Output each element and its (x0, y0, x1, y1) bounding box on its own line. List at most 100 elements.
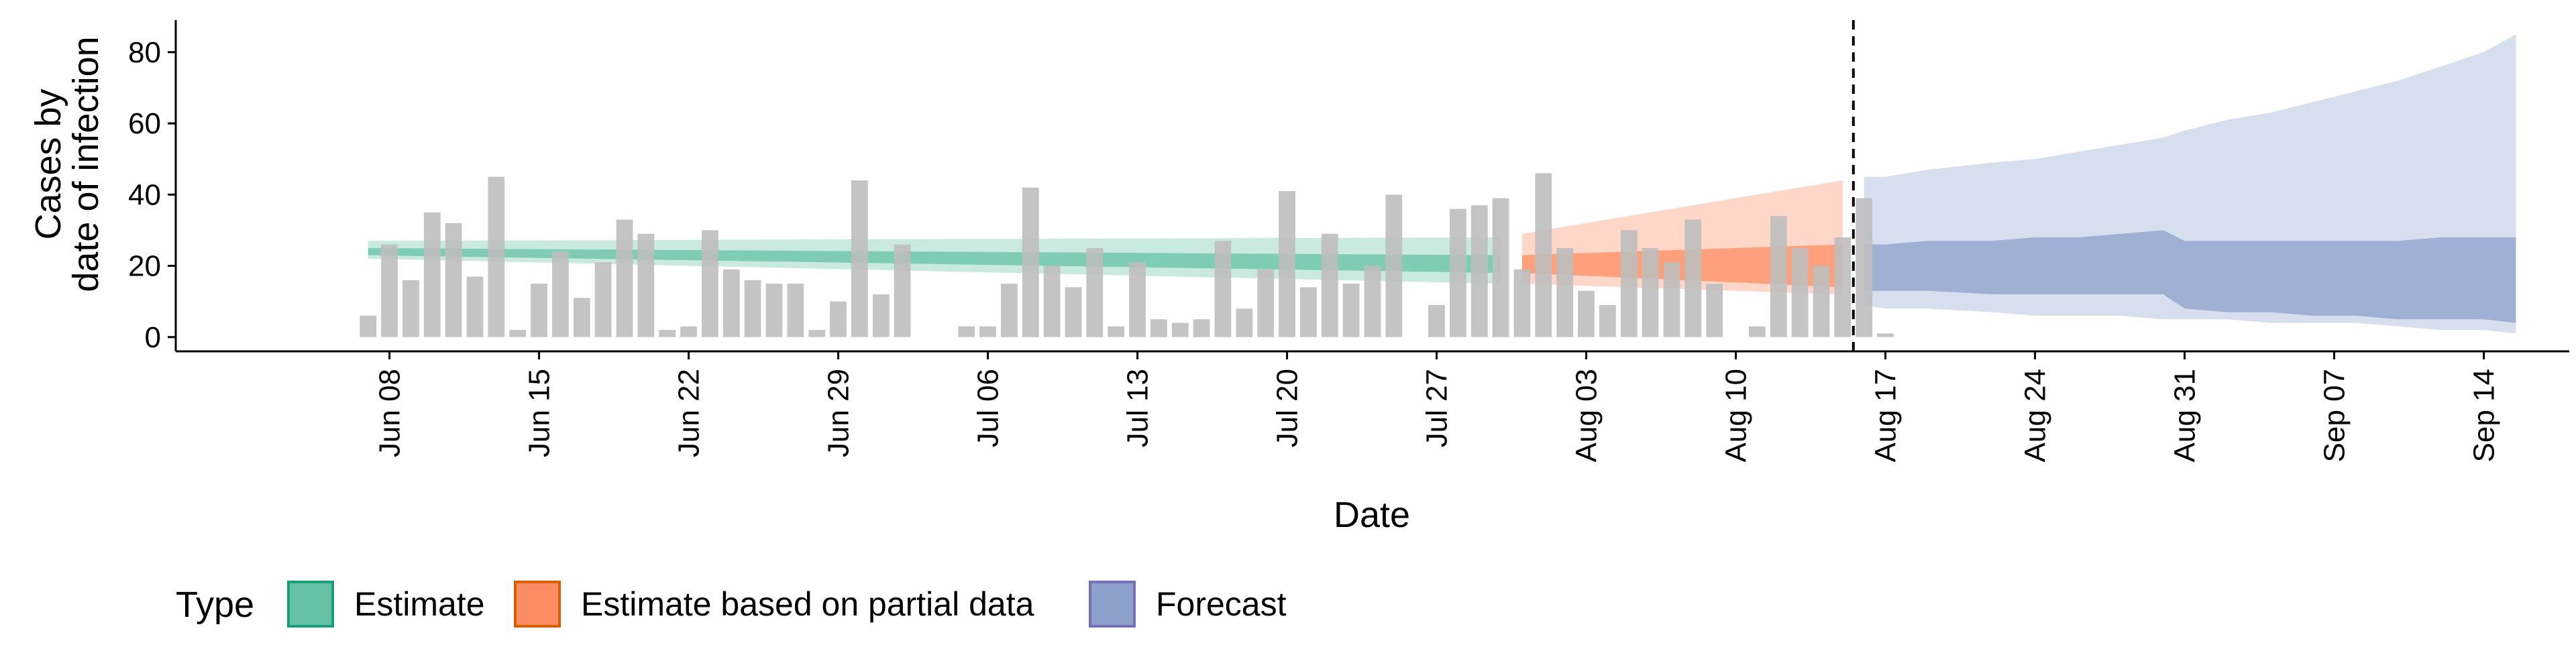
bar (1108, 326, 1125, 337)
bar (1001, 284, 1018, 337)
y-axis-label-line-1: Cases by (28, 89, 68, 239)
x-tick-label: Jun 15 (523, 369, 556, 457)
bar (1428, 304, 1445, 337)
bar (552, 251, 569, 337)
bar (1492, 198, 1509, 337)
bar (466, 276, 484, 337)
x-tick-label: Jun 22 (673, 369, 706, 457)
bar (1364, 266, 1381, 337)
bar (402, 280, 419, 337)
x-tick-label: Jul 06 (972, 369, 1005, 447)
bar (765, 284, 783, 337)
bar (531, 284, 547, 337)
bar (1856, 198, 1873, 337)
bar (1620, 230, 1638, 337)
bar (680, 326, 697, 337)
bar (1193, 319, 1210, 337)
x-tick-label: Sep 07 (2318, 369, 2351, 462)
band-inner-2 (1864, 230, 2516, 323)
bar (637, 233, 655, 337)
bar (1770, 216, 1787, 337)
bar (830, 301, 847, 337)
legend-swatch (1089, 581, 1136, 628)
bar (808, 330, 826, 337)
bar (1171, 322, 1189, 337)
bar (659, 330, 676, 337)
bar (1129, 262, 1146, 337)
bar (787, 284, 804, 337)
legend-items: Estimate Estimate based on partial data Fo… (287, 581, 1287, 628)
bar (1877, 333, 1894, 337)
bar (851, 180, 868, 337)
x-tick-label: Jun 29 (822, 369, 855, 457)
bar (423, 212, 441, 337)
x-tick-label: Jul 13 (1122, 369, 1155, 447)
bar (979, 326, 996, 337)
bar (1043, 266, 1061, 337)
bar (1300, 287, 1317, 337)
y-ticks: 0 20 40 60 80 (128, 36, 176, 354)
bar (958, 326, 975, 337)
bar (1684, 219, 1702, 337)
bar-layer (360, 173, 1894, 337)
bar (1535, 173, 1552, 337)
bar (1279, 191, 1295, 337)
bar (1022, 187, 1039, 337)
x-tick-label: Jul 27 (1421, 369, 1454, 447)
x-tick-label: Aug 17 (1870, 369, 1902, 462)
x-ticks: Jun 08 Jun 15 Jun 22 Jun 29 Jul 06 Jul 13 Jul … (374, 351, 2501, 462)
y-tick-label: 20 (128, 250, 161, 283)
bar (509, 330, 527, 337)
bar (1450, 209, 1466, 337)
bar (1470, 205, 1488, 337)
y-tick-label: 0 (145, 321, 161, 354)
bar (573, 298, 590, 337)
bar (594, 262, 612, 337)
bar (1556, 248, 1574, 337)
bar (488, 176, 505, 337)
bar (1236, 308, 1253, 337)
bar (1749, 326, 1766, 337)
x-tick-label: Sep 14 (2468, 369, 2501, 462)
x-tick-label: Aug 03 (1570, 369, 1603, 462)
bar (1321, 233, 1338, 337)
bar (1663, 262, 1680, 337)
bar (894, 244, 911, 337)
bar (1813, 266, 1830, 337)
legend-label: Estimate based on partial data (581, 585, 1034, 623)
bar (1214, 241, 1232, 337)
bar (744, 280, 761, 337)
ribbon-layer (368, 34, 2516, 334)
bar (1385, 194, 1403, 337)
y-axis-label-line-2: date of infection (66, 36, 106, 292)
legend-swatch (514, 581, 561, 628)
bar (1086, 248, 1104, 337)
bar (1513, 269, 1531, 337)
bar (381, 244, 398, 337)
bar (1599, 304, 1616, 337)
legend-swatch (287, 581, 334, 628)
y-tick-label: 80 (128, 36, 161, 69)
bar (722, 269, 740, 337)
x-tick-label: Aug 24 (2019, 369, 2052, 462)
bar (1642, 248, 1659, 337)
bar (616, 219, 633, 337)
axes: 0 20 40 60 80 Jun 08 Jun 15 Jun 22 Jun 29 Jul 06… (128, 20, 2569, 462)
y-tick-label: 40 (128, 178, 161, 211)
bar (1257, 269, 1275, 337)
bar (1791, 248, 1809, 337)
bar (1150, 319, 1167, 337)
x-tick-label: Aug 31 (2169, 369, 2202, 462)
legend-label: Estimate (354, 585, 485, 623)
x-tick-label: Aug 10 (1720, 369, 1753, 462)
bar (1706, 284, 1723, 337)
bar (1834, 237, 1851, 337)
x-axis-label: Date (1334, 495, 1410, 535)
bar (1578, 290, 1595, 337)
bar (702, 230, 718, 337)
bar (872, 294, 890, 337)
x-tick-label: Jun 08 (374, 369, 407, 457)
legend-label: Forecast (1156, 585, 1287, 623)
